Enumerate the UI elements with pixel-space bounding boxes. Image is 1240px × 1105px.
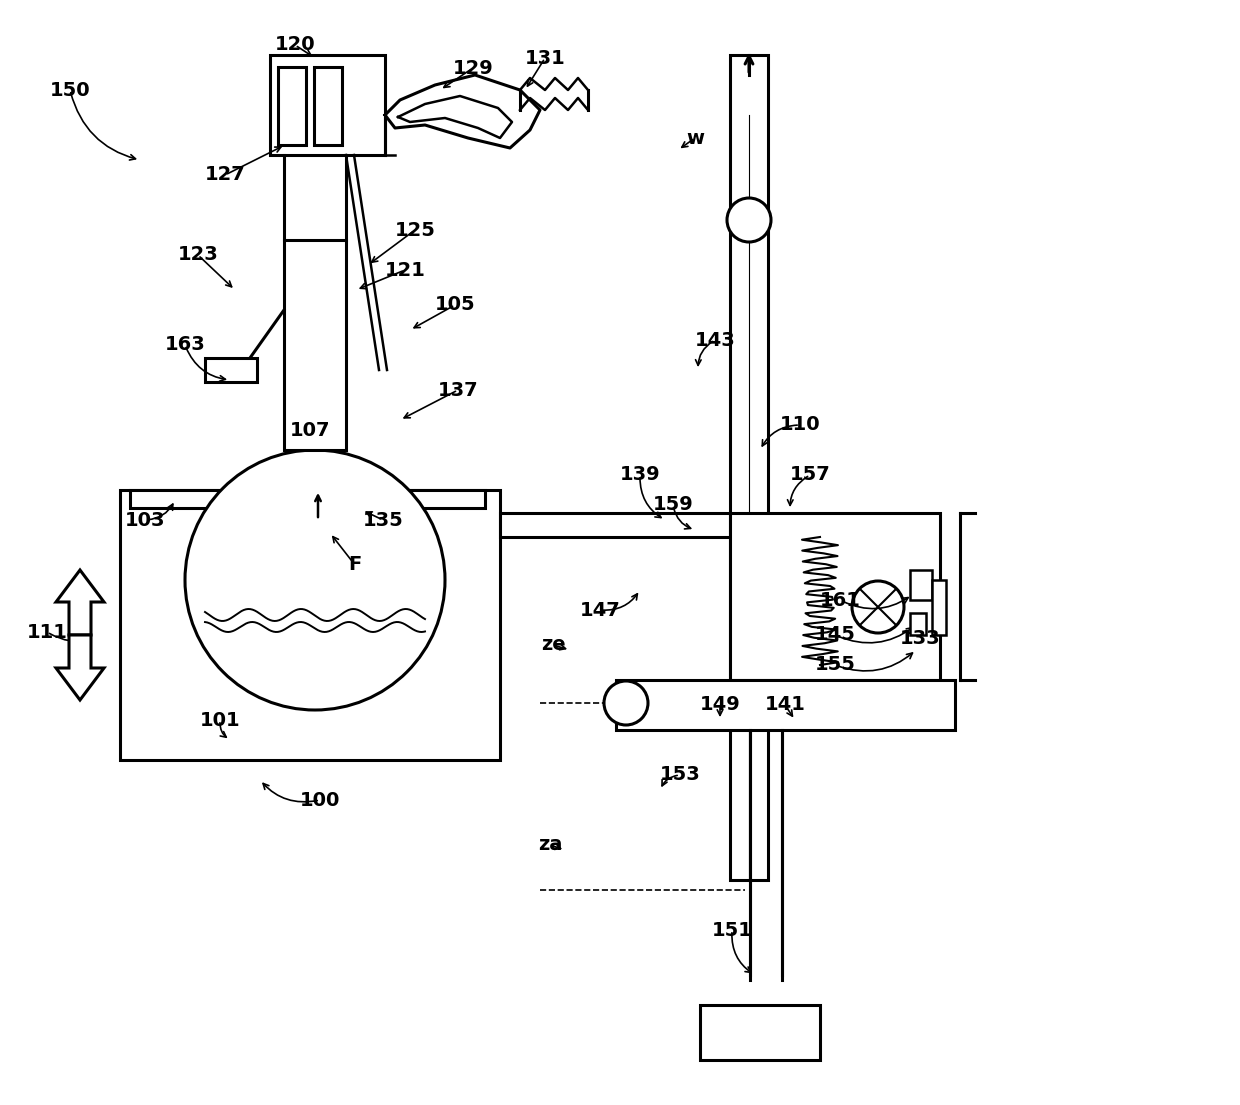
Circle shape: [727, 198, 771, 242]
Text: 150: 150: [50, 81, 91, 99]
Bar: [270, 55, 384, 155]
Text: 145: 145: [815, 625, 856, 644]
Text: 100: 100: [300, 790, 340, 810]
Text: 129: 129: [453, 59, 494, 77]
Circle shape: [185, 450, 445, 711]
FancyArrow shape: [56, 570, 104, 635]
FancyArrow shape: [56, 635, 104, 699]
Text: F: F: [348, 556, 362, 575]
Bar: [730, 55, 768, 880]
Text: 120: 120: [275, 35, 315, 54]
Text: 121: 121: [384, 261, 425, 280]
Bar: [120, 490, 500, 760]
Text: 149: 149: [699, 695, 740, 715]
Text: 163: 163: [165, 336, 206, 355]
Bar: [130, 490, 290, 508]
Text: 131: 131: [525, 49, 565, 67]
Text: 123: 123: [177, 245, 218, 264]
Bar: [205, 358, 257, 382]
Text: 151: 151: [712, 920, 753, 939]
Text: 101: 101: [200, 711, 241, 729]
Bar: [320, 490, 485, 508]
Bar: [284, 240, 346, 450]
Text: 161: 161: [820, 590, 861, 610]
Text: 139: 139: [620, 465, 661, 484]
Bar: [314, 67, 342, 145]
Text: 135: 135: [362, 511, 403, 529]
Text: 111: 111: [26, 622, 67, 642]
Text: ze: ze: [541, 635, 565, 654]
Text: w: w: [686, 128, 704, 147]
Circle shape: [852, 581, 904, 633]
Bar: [910, 570, 932, 600]
Circle shape: [604, 681, 649, 725]
Bar: [278, 67, 306, 145]
Text: 133: 133: [900, 629, 940, 648]
Text: 137: 137: [438, 380, 479, 400]
Bar: [932, 580, 946, 635]
Text: 157: 157: [790, 465, 831, 484]
Text: 103: 103: [125, 511, 165, 529]
Text: 159: 159: [652, 495, 693, 515]
Text: 155: 155: [815, 655, 856, 674]
Text: 153: 153: [660, 766, 701, 785]
Text: 125: 125: [394, 221, 435, 240]
Text: 147: 147: [579, 600, 620, 620]
Bar: [616, 680, 955, 730]
Text: 127: 127: [205, 166, 246, 185]
Bar: [701, 1006, 820, 1060]
Text: za: za: [538, 835, 562, 854]
Text: 143: 143: [694, 330, 735, 349]
Bar: [730, 513, 940, 680]
Text: 105: 105: [435, 295, 475, 315]
Text: 110: 110: [780, 415, 821, 434]
Bar: [910, 613, 926, 635]
Bar: [500, 513, 730, 537]
Text: 141: 141: [765, 695, 806, 715]
Text: 107: 107: [290, 421, 330, 440]
